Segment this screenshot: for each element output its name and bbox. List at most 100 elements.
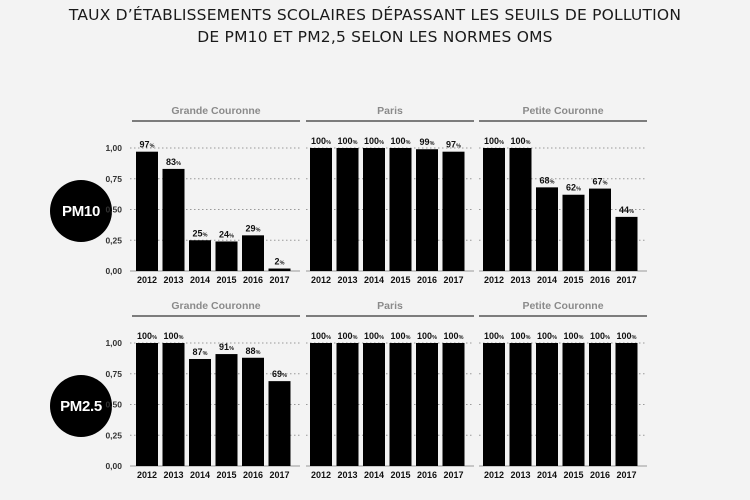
data-label-pm2-5-grande-couronne-2015: 91% [219, 342, 234, 352]
bar-pm10-paris-2016 [416, 149, 438, 271]
y-tick-label-pm2-5-grande-couronne: 0,00 [105, 461, 122, 471]
percent-suffix: % [459, 335, 464, 341]
percent-suffix: % [456, 144, 461, 150]
data-label-pm10-grande-couronne-2012: 97% [140, 140, 155, 150]
data-label-pm10-petite-couronne-2012: 100% [484, 136, 504, 146]
data-label-pm2-5-petite-couronne-2013: 100% [511, 331, 531, 341]
x-tick-label-pm2-5-petite-couronne-2013: 2013 [510, 470, 530, 480]
x-tick-label-pm2-5-grande-couronne-2014: 2014 [190, 470, 210, 480]
x-tick-label-pm10-petite-couronne-2016: 2016 [590, 275, 610, 285]
x-tick-label-pm10-paris-2015: 2015 [390, 275, 410, 285]
data-label-pm10-grande-couronne-2013: 83% [166, 157, 181, 167]
x-tick-label-pm10-grande-couronne-2015: 2015 [216, 275, 236, 285]
data-label-pm10-grande-couronne-2017: 2% [275, 257, 285, 267]
percent-suffix: % [605, 335, 610, 341]
x-tick-label-pm2-5-grande-couronne-2012: 2012 [137, 470, 157, 480]
y-tick-label-pm2-5-grande-couronne: 0,50 [105, 400, 122, 410]
x-tick-label-pm10-grande-couronne-2012: 2012 [137, 275, 157, 285]
percent-suffix: % [379, 335, 384, 341]
percent-suffix: % [432, 335, 437, 341]
percent-suffix: % [256, 350, 261, 356]
percent-suffix: % [379, 140, 384, 146]
percent-suffix: % [176, 161, 181, 167]
x-tick-label-pm2-5-paris-2014: 2014 [364, 470, 384, 480]
panel-title-pm2-5-petite-couronne: Petite Couronne [522, 300, 603, 312]
data-label-pm2-5-grande-couronne-2017: 69% [272, 369, 287, 379]
bar-pm10-paris-2014 [363, 148, 385, 271]
data-label-pm2-5-paris-2013: 100% [338, 331, 358, 341]
x-tick-label-pm10-paris-2016: 2016 [417, 275, 437, 285]
bar-pm10-grande-couronne-2016 [242, 235, 264, 271]
data-label-pm10-paris-2016: 99% [420, 137, 435, 147]
panel-title-pm2-5-paris: Paris [377, 300, 403, 312]
percent-suffix: % [499, 140, 504, 146]
bar-pm2-5-grande-couronne-2017 [268, 381, 291, 466]
data-label-pm10-grande-couronne-2014: 25% [193, 228, 208, 238]
percent-suffix: % [632, 335, 637, 341]
bar-pm2-5-paris-2013 [336, 343, 359, 466]
bar-pm2-5-grande-couronne-2016 [242, 357, 264, 466]
data-label-pm2-5-petite-couronne-2012: 100% [484, 331, 504, 341]
x-tick-label-pm10-petite-couronne-2013: 2013 [510, 275, 530, 285]
y-tick-label-pm2-5-grande-couronne: 0,25 [105, 430, 122, 440]
data-label-pm2-5-petite-couronne-2014: 100% [537, 331, 557, 341]
y-tick-label-pm2-5-grande-couronne: 0,75 [105, 369, 122, 379]
data-label-pm2-5-paris-2017: 100% [444, 331, 464, 341]
data-label-pm10-petite-couronne-2015: 62% [566, 183, 581, 193]
data-label-pm2-5-grande-couronne-2016: 88% [246, 346, 261, 356]
bar-pm10-petite-couronne-2014 [536, 187, 558, 271]
title-line-1: TAUX D’ÉTABLISSEMENTS SCOLAIRES DÉPASSAN… [68, 6, 682, 24]
bar-pm2-5-paris-2015 [389, 343, 412, 466]
bar-pm10-petite-couronne-2015 [562, 194, 585, 271]
bar-pm2-5-grande-couronne-2013 [162, 343, 185, 466]
bar-pm2-5-petite-couronne-2013 [509, 343, 532, 466]
bar-pm10-grande-couronne-2013 [162, 168, 185, 271]
x-tick-label-pm10-petite-couronne-2012: 2012 [484, 275, 504, 285]
x-tick-label-pm2-5-grande-couronne-2016: 2016 [243, 470, 263, 480]
x-tick-label-pm10-grande-couronne-2016: 2016 [243, 275, 263, 285]
data-label-pm2-5-petite-couronne-2016: 100% [590, 331, 610, 341]
x-tick-label-pm10-grande-couronne-2013: 2013 [163, 275, 183, 285]
bar-pm2-5-petite-couronne-2012 [483, 343, 505, 466]
x-tick-label-pm10-grande-couronne-2017: 2017 [269, 275, 289, 285]
percent-suffix: % [353, 140, 358, 146]
percent-suffix: % [526, 335, 531, 341]
percent-suffix: % [579, 335, 584, 341]
y-tick-label-pm10-grande-couronne: 0,25 [105, 235, 122, 245]
data-label-pm10-paris-2014: 100% [364, 136, 384, 146]
data-label-pm10-petite-couronne-2013: 100% [511, 136, 531, 146]
data-label-pm2-5-paris-2015: 100% [391, 331, 411, 341]
percent-suffix: % [179, 335, 184, 341]
bar-pm10-paris-2013 [336, 148, 359, 271]
x-tick-label-pm10-paris-2017: 2017 [443, 275, 463, 285]
percent-suffix: % [406, 140, 411, 146]
x-tick-label-pm10-petite-couronne-2014: 2014 [537, 275, 557, 285]
percent-suffix: % [203, 351, 208, 357]
x-tick-label-pm10-paris-2013: 2013 [337, 275, 357, 285]
x-tick-label-pm10-petite-couronne-2017: 2017 [616, 275, 636, 285]
percent-suffix: % [550, 179, 555, 185]
percent-suffix: % [430, 141, 435, 147]
data-label-pm10-petite-couronne-2017: 44% [619, 205, 634, 215]
bar-pm2-5-petite-couronne-2015 [562, 343, 585, 466]
data-label-pm10-petite-couronne-2014: 68% [540, 175, 555, 185]
bar-pm2-5-paris-2014 [363, 343, 385, 466]
y-tick-label-pm10-grande-couronne: 1,00 [105, 143, 122, 153]
data-label-pm2-5-paris-2016: 100% [417, 331, 437, 341]
percent-suffix: % [603, 181, 608, 187]
bar-pm2-5-petite-couronne-2014 [536, 343, 558, 466]
percent-suffix: % [229, 233, 234, 239]
bar-pm10-paris-2015 [389, 148, 412, 271]
x-tick-label-pm2-5-paris-2015: 2015 [390, 470, 410, 480]
data-label-pm2-5-grande-couronne-2014: 87% [193, 347, 208, 357]
y-tick-label-pm10-grande-couronne: 0,75 [105, 174, 122, 184]
pm25-badge: PM2.5 [50, 375, 112, 437]
data-label-pm2-5-paris-2014: 100% [364, 331, 384, 341]
bar-pm2-5-paris-2016 [416, 343, 438, 466]
title-line-2: DE PM10 ET PM2,5 SELON LES NORMES OMS [197, 28, 553, 46]
data-label-pm10-paris-2017: 97% [446, 140, 461, 150]
x-tick-label-pm10-grande-couronne-2014: 2014 [190, 275, 210, 285]
bar-pm2-5-paris-2017 [442, 343, 465, 466]
